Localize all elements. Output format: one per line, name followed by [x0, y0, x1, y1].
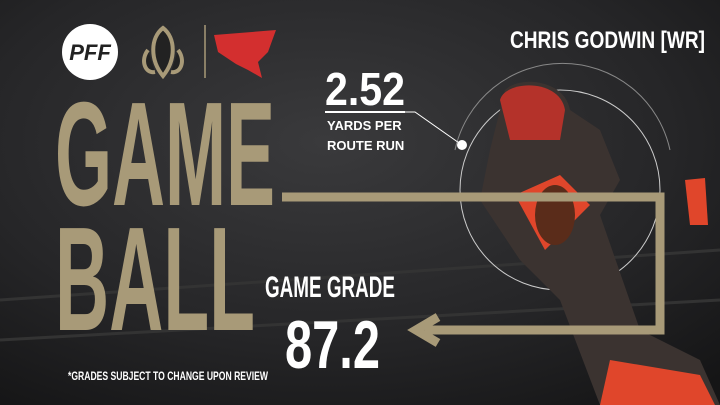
stat-label: ROUTE RUN — [327, 138, 404, 153]
pff-logo: PFF — [69, 40, 111, 65]
arrow-head — [407, 313, 441, 347]
player-body — [480, 81, 720, 405]
stat-label: YARDS PER — [327, 118, 402, 133]
headline-ball: BALL — [55, 197, 255, 362]
pff-badge — [62, 24, 118, 80]
saints-logo — [142, 25, 184, 80]
helmet — [500, 85, 565, 140]
headline-game: GAME — [55, 72, 275, 237]
stat-dot — [457, 140, 467, 150]
grade-value: 87.2 — [285, 307, 380, 383]
stat-pointer — [405, 111, 463, 146]
arrow-line — [282, 192, 665, 335]
footnote: *GRADES SUBJECT TO CHANGE UPON REVIEW — [68, 369, 268, 383]
sock — [600, 360, 715, 405]
glove — [685, 178, 708, 225]
stat-value: 2.52 — [325, 63, 405, 115]
player-name: CHRIS GODWIN [WR] — [510, 27, 705, 54]
arc — [454, 62, 671, 151]
bucs-logo — [214, 30, 276, 78]
grade-label: GAME GRADE — [265, 271, 395, 304]
